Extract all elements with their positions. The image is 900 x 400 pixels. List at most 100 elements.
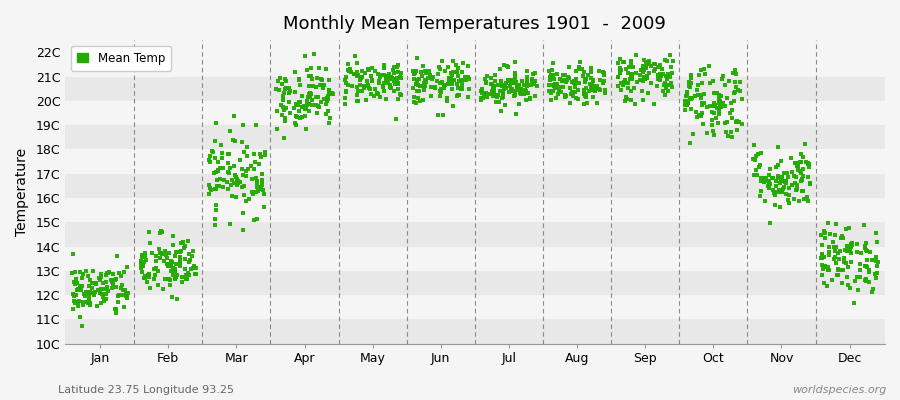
Point	[635, 97, 650, 103]
Point	[840, 226, 854, 232]
Point	[800, 194, 814, 200]
Point	[393, 70, 408, 76]
Point	[216, 184, 230, 190]
Point	[579, 93, 593, 100]
Point	[803, 180, 817, 187]
Point	[181, 238, 195, 244]
Point	[646, 61, 661, 67]
Point	[484, 88, 499, 95]
Point	[239, 153, 254, 159]
Point	[483, 81, 498, 87]
Point	[391, 81, 405, 87]
Point	[350, 73, 365, 79]
Point	[290, 114, 304, 120]
Point	[776, 186, 790, 192]
Point	[763, 220, 778, 226]
Point	[94, 271, 109, 277]
Point	[147, 266, 161, 272]
Point	[248, 174, 263, 181]
Point	[858, 243, 872, 249]
Point	[728, 79, 742, 85]
Point	[473, 97, 488, 103]
Point	[203, 186, 218, 193]
Point	[504, 85, 518, 92]
Point	[202, 191, 217, 197]
Point	[576, 73, 590, 80]
Point	[681, 82, 696, 89]
Point	[778, 178, 793, 184]
Point	[99, 272, 113, 278]
Point	[369, 90, 383, 96]
Point	[858, 277, 872, 283]
Point	[436, 81, 451, 88]
Point	[109, 275, 123, 282]
Point	[843, 258, 858, 265]
Point	[302, 94, 317, 101]
Point	[452, 92, 466, 98]
Point	[232, 178, 247, 185]
Point	[418, 83, 433, 89]
Point	[221, 151, 236, 158]
Point	[169, 260, 184, 267]
Point	[517, 82, 531, 89]
Point	[680, 98, 694, 104]
Point	[789, 182, 804, 188]
Point	[338, 88, 353, 94]
Point	[162, 282, 176, 288]
Point	[434, 85, 448, 92]
Point	[164, 268, 178, 274]
Point	[697, 100, 711, 106]
Point	[419, 78, 434, 85]
Point	[138, 275, 152, 281]
Point	[353, 82, 367, 89]
Point	[364, 65, 379, 71]
Point	[272, 86, 286, 93]
Point	[691, 82, 706, 89]
Point	[651, 64, 665, 70]
Point	[730, 118, 744, 124]
Point	[173, 248, 187, 255]
Point	[831, 250, 845, 256]
Point	[440, 98, 454, 104]
Point	[845, 242, 859, 248]
Point	[461, 94, 475, 100]
Point	[454, 77, 469, 83]
Point	[624, 88, 638, 94]
Point	[513, 90, 527, 96]
Bar	[65, 76, 885, 101]
Point	[622, 64, 636, 70]
Point	[288, 120, 302, 126]
Point	[160, 262, 175, 269]
Point	[76, 291, 91, 297]
Bar	[65, 125, 885, 149]
Point	[142, 285, 157, 291]
Point	[552, 88, 566, 94]
Point	[628, 101, 643, 107]
Point	[679, 102, 693, 108]
Point	[487, 82, 501, 89]
Point	[494, 78, 508, 84]
Point	[269, 85, 284, 92]
Point	[105, 278, 120, 284]
Point	[761, 178, 776, 184]
Point	[796, 154, 810, 160]
Point	[754, 150, 769, 156]
Point	[90, 287, 104, 294]
Point	[831, 272, 845, 278]
Point	[707, 89, 722, 96]
Point	[706, 78, 720, 84]
Point	[579, 85, 593, 91]
Point	[257, 152, 272, 158]
Point	[488, 72, 502, 78]
Point	[761, 172, 776, 178]
Point	[801, 174, 815, 180]
Point	[696, 121, 710, 127]
Point	[713, 104, 727, 110]
Point	[165, 258, 179, 265]
Point	[391, 62, 405, 68]
Point	[680, 90, 694, 97]
Point	[652, 76, 667, 83]
Point	[753, 187, 768, 194]
Point	[367, 93, 382, 99]
Point	[94, 286, 109, 292]
